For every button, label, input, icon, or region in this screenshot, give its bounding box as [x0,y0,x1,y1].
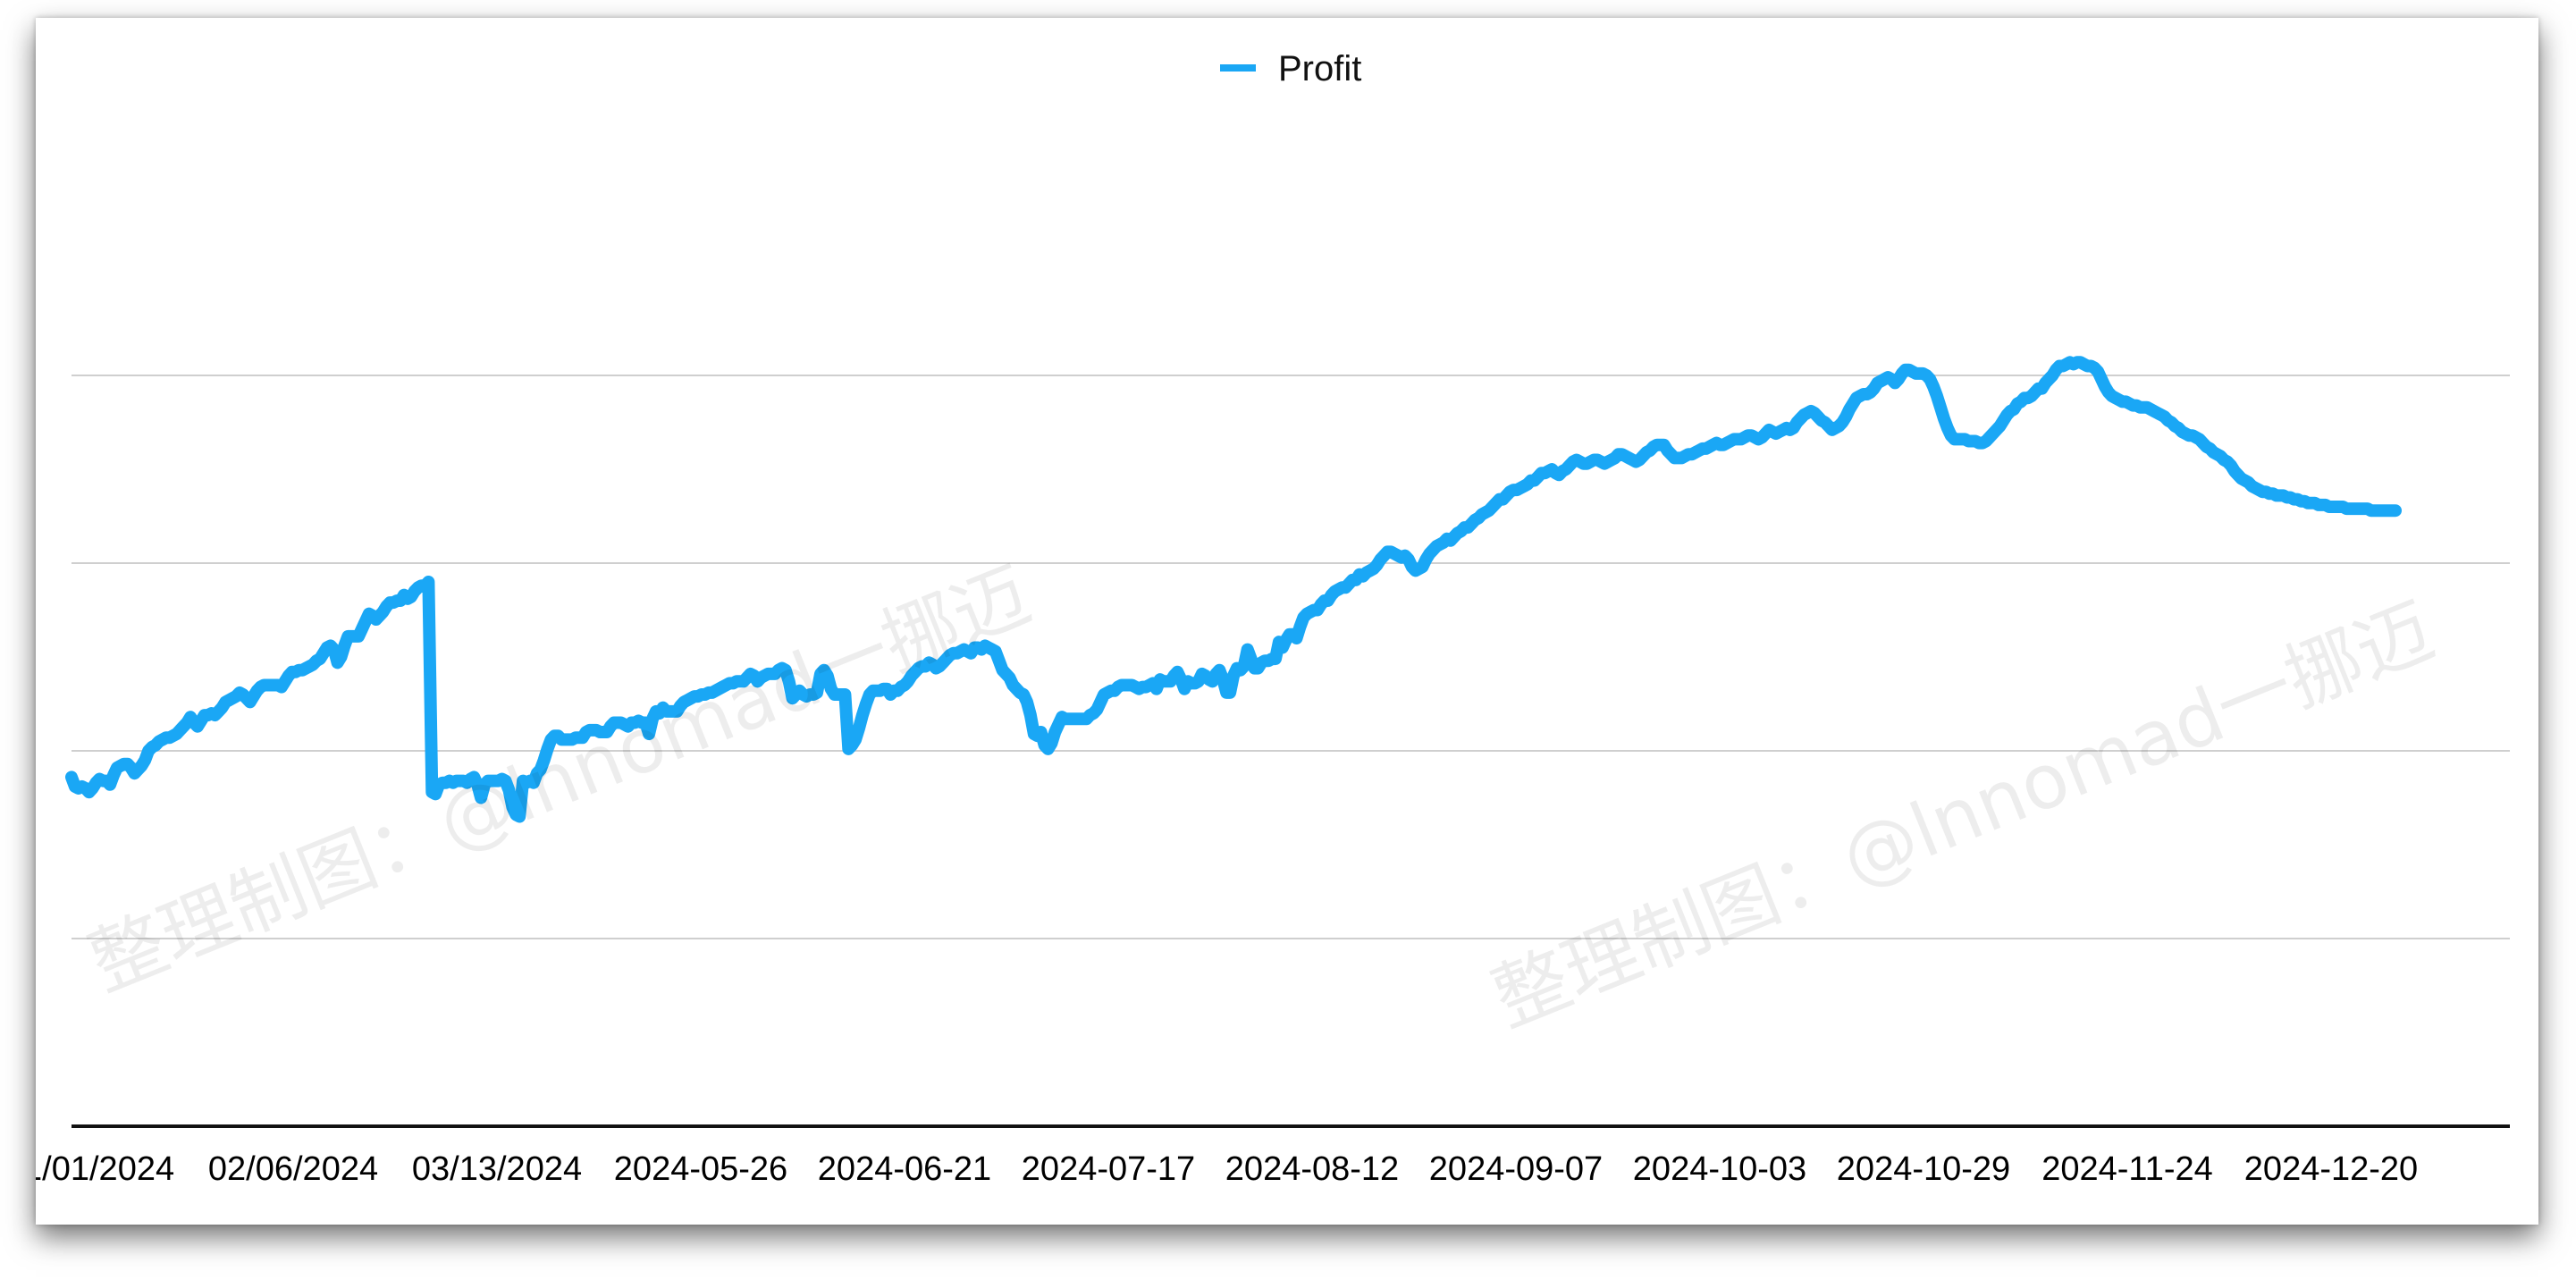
x-tick-label-9: 2024-10-03 [1633,1150,1806,1188]
legend-label: Profit [1278,49,1361,88]
series-layer [65,356,2402,823]
x-tick-label-12: 2024-12-20 [2244,1150,2418,1188]
x-tick-label-3: 03/13/2024 [412,1150,582,1188]
legend: Profit [1220,49,1361,88]
x-tick-label-10: 2024-10-29 [1837,1150,2010,1188]
x-tick-label-7: 2024-08-12 [1225,1150,1399,1188]
x-tick-label-6: 2024-07-17 [1022,1150,1195,1188]
x-tick-labels: 01/01/2024 02/06/2024 03/13/2024 2024-05-26… [36,1150,2418,1188]
x-tick-label-11: 2024-11-24 [2041,1150,2213,1188]
x-tick-label-4: 2024-05-26 [614,1150,787,1188]
x-tick-label-2: 02/06/2024 [208,1150,378,1188]
x-tick-label-5: 2024-06-21 [818,1150,991,1188]
x-tick-label-1: 01/01/2024 [36,1150,174,1188]
line-chart: Profit 01/01/2024 02/06/2024 03/13/2024 202… [36,49,2510,1188]
grid-layer [72,375,2510,939]
series-line-profit [65,356,2402,823]
chart-card: Profit 01/01/2024 02/06/2024 03/13/2024 202… [36,18,2538,1225]
x-tick-label-8: 2024-09-07 [1429,1150,1603,1188]
